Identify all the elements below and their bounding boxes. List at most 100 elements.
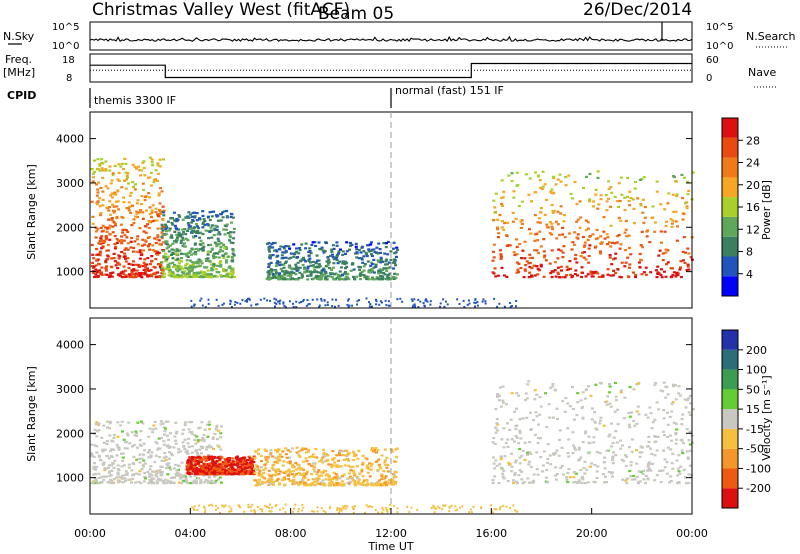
echo-cell	[248, 458, 251, 461]
echo-cell	[555, 449, 559, 452]
echo-cell	[586, 273, 590, 276]
echo-cell	[318, 247, 322, 251]
echo-cell	[307, 463, 311, 466]
echo-cell	[287, 265, 291, 268]
echo-cell	[191, 445, 195, 448]
echo-cell	[186, 229, 190, 232]
echo-cell	[221, 254, 225, 257]
echo-cell	[624, 228, 628, 231]
freq-label: Freq.	[5, 53, 32, 66]
echo-cell	[592, 200, 595, 203]
echo-cell	[326, 256, 330, 259]
echo-cell	[665, 220, 668, 223]
echo-cell	[622, 460, 626, 463]
ground-scatter-cell	[238, 505, 240, 508]
echo-cell	[212, 264, 216, 268]
echo-cell	[160, 223, 164, 226]
echo-cell	[583, 432, 587, 435]
ground-scatter-cell	[308, 302, 311, 305]
echo-cell	[565, 476, 569, 479]
echo-cell	[111, 482, 115, 485]
ground-scatter-cell	[229, 299, 232, 302]
echo-cell	[603, 456, 607, 459]
echo-cell	[632, 388, 636, 391]
echo-cell	[167, 271, 171, 274]
echo-cell	[205, 458, 209, 461]
echo-cell	[663, 270, 666, 273]
ground-scatter-cell	[337, 507, 340, 510]
ground-scatter-cell	[396, 507, 399, 510]
echo-cell	[512, 196, 516, 199]
echo-cell	[278, 453, 282, 456]
echo-cell	[163, 272, 166, 275]
echo-cell	[177, 276, 181, 279]
echo-cell	[161, 211, 165, 214]
echo-cell	[538, 179, 542, 182]
ground-scatter-cell	[270, 510, 273, 513]
echo-cell	[314, 244, 318, 248]
echo-cell	[628, 204, 632, 207]
echo-cell	[577, 479, 581, 482]
echo-cell	[141, 211, 145, 214]
echo-cell	[517, 262, 521, 265]
echo-cell	[589, 394, 593, 397]
echo-cell	[550, 188, 554, 191]
echo-cell	[324, 478, 328, 481]
echo-cell	[152, 178, 156, 181]
echo-cell	[137, 473, 141, 476]
echo-cell	[108, 238, 112, 241]
echo-cell	[674, 422, 678, 425]
echo-cell	[678, 472, 682, 475]
echo-cell	[292, 271, 296, 275]
echo-cell	[565, 274, 568, 277]
ground-scatter-cell	[505, 505, 508, 508]
echo-cell	[194, 235, 198, 238]
echo-cell	[383, 252, 387, 255]
echo-cell	[611, 456, 615, 459]
echo-cell	[201, 214, 205, 218]
echo-cell	[144, 270, 148, 273]
ground-scatter-cell	[466, 303, 469, 306]
ground-scatter-cell	[384, 299, 387, 302]
ground-scatter-cell	[326, 301, 329, 304]
echo-cell	[113, 247, 117, 250]
echo-cell	[182, 272, 185, 275]
echo-cell	[107, 227, 111, 230]
ground-scatter-cell	[502, 504, 505, 507]
echo-cell	[626, 256, 630, 259]
echo-cell	[628, 246, 631, 250]
echo-cell	[198, 264, 202, 267]
echo-cell	[135, 269, 139, 272]
echo-cell	[162, 255, 166, 258]
echo-cell	[173, 230, 177, 233]
echo-cell	[260, 480, 264, 483]
echo-cell	[141, 463, 145, 466]
echo-cell	[186, 460, 190, 463]
echo-cell	[588, 172, 592, 176]
echo-cell	[583, 241, 587, 244]
echo-cell	[120, 216, 124, 219]
echo-cell	[496, 228, 500, 231]
echo-cell	[270, 480, 273, 483]
echo-cell	[121, 459, 125, 462]
x-tick-label: 12:00	[375, 527, 407, 540]
echo-cell	[172, 467, 176, 470]
echo-cell	[176, 257, 180, 260]
echo-cell	[662, 381, 666, 384]
echo-cell	[535, 232, 539, 235]
echo-cell	[608, 433, 612, 436]
echo-cell	[121, 231, 125, 234]
echo-cell	[510, 392, 514, 395]
colorbar-tick-label: -15	[746, 423, 764, 436]
echo-cell	[353, 481, 357, 484]
echo-cell	[166, 220, 170, 223]
echo-cell	[115, 443, 119, 446]
echo-cell	[128, 463, 132, 466]
ground-scatter-cell	[412, 304, 415, 307]
echo-cell	[546, 443, 550, 446]
echo-cell	[656, 265, 660, 268]
ground-scatter-cell	[211, 504, 214, 507]
echo-cell	[192, 274, 196, 277]
echo-cell	[124, 269, 127, 272]
